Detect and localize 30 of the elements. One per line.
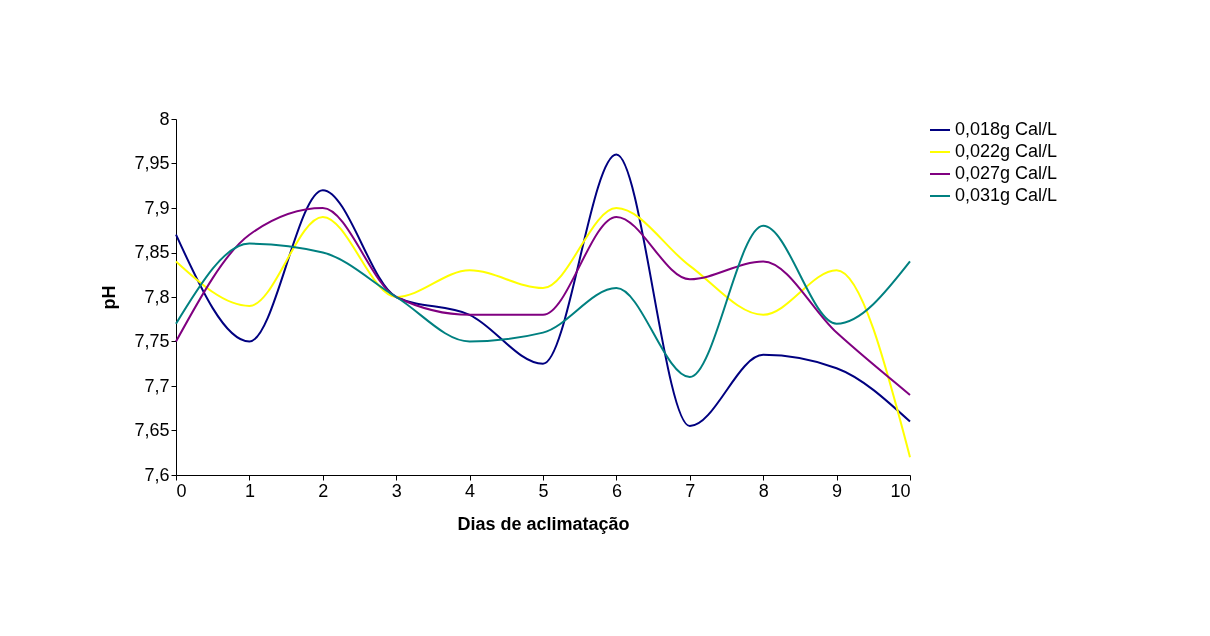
y-tick-label: 7,6	[144, 464, 170, 485]
line-series	[175, 207, 911, 459]
legend-label: 0,031g Cal/L	[955, 185, 1058, 205]
legend-label: 0,027g Cal/L	[955, 163, 1058, 183]
line-series	[175, 153, 911, 428]
x-tick-label: 1	[244, 480, 255, 501]
x-tick-label: 9	[832, 480, 843, 501]
x-tick-label: 2	[318, 480, 329, 501]
y-tick-label: 7,9	[144, 197, 170, 218]
y-tick-label: 7,85	[134, 242, 170, 262]
x-axis-title: Dias de aclimatação	[457, 513, 630, 534]
x-tick-label: 6	[611, 480, 622, 501]
line-series	[175, 207, 911, 396]
y-tick-label: 7,95	[134, 153, 170, 173]
x-tick-label: 8	[758, 480, 769, 501]
y-tick-label: 7,65	[134, 420, 170, 440]
legend-label: 0,022g Cal/L	[955, 141, 1058, 161]
legend-label: 0,018g Cal/L	[955, 119, 1058, 139]
x-tick-label: 5	[538, 480, 549, 501]
x-tick-label: 3	[391, 480, 402, 501]
x-tick-label: 4	[465, 480, 476, 501]
y-tick-label: 7,75	[134, 331, 170, 351]
y-tick-label: 7,8	[144, 286, 170, 307]
x-tick-label: 10	[890, 480, 911, 501]
y-tick-label: 7,7	[144, 375, 170, 396]
x-tick-label: 7	[685, 480, 696, 501]
line-series	[175, 224, 911, 379]
y-tick-label: 8	[159, 108, 170, 129]
y-axis-title: pH	[99, 285, 120, 310]
x-tick-label: 0	[176, 480, 187, 501]
